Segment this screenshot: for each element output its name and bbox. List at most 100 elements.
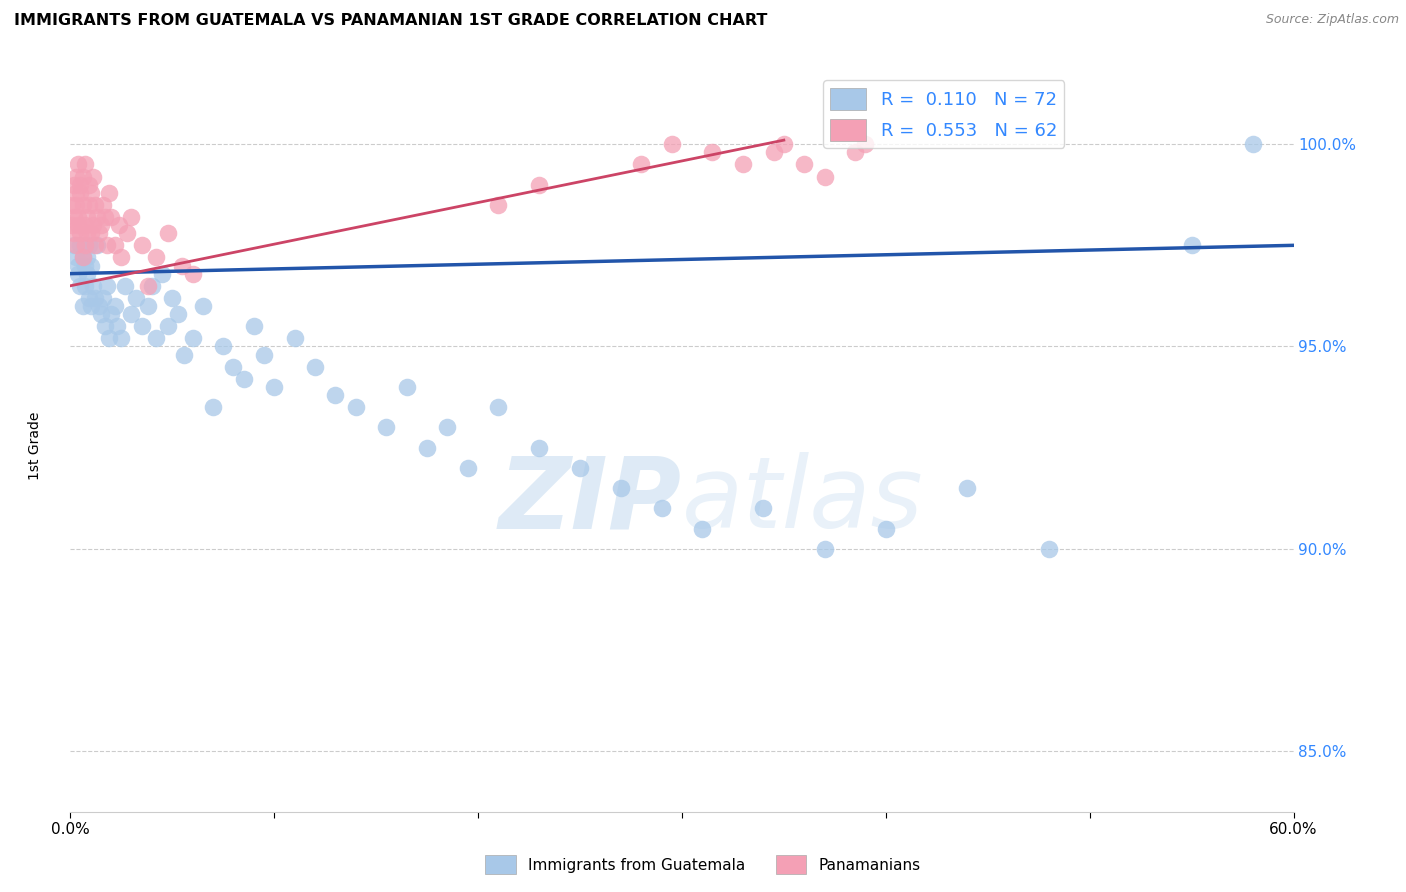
Point (65, 238, 87, 252)
Point (77, 178, 100, 192)
Point (77, 198, 100, 212)
Point (395, 380, 418, 394)
Point (100, 307, 122, 321)
Point (222, 359, 245, 374)
Point (76, 226, 98, 240)
Point (630, 157, 652, 171)
Point (96, 238, 118, 252)
Point (69, 178, 91, 192)
Point (117, 226, 139, 240)
Point (63, 238, 86, 252)
Point (323, 388, 347, 402)
Point (63, 178, 86, 192)
Point (108, 218, 131, 232)
Point (73, 218, 96, 232)
Point (131, 319, 153, 334)
Point (100, 210, 122, 224)
Point (77, 291, 100, 305)
Point (136, 299, 159, 313)
Point (73, 157, 96, 171)
Point (752, 501, 775, 516)
Text: IMMIGRANTS FROM GUATEMALA VS PANAMANIAN 1ST GRADE CORRELATION CHART: IMMIGRANTS FROM GUATEMALA VS PANAMANIAN … (14, 13, 768, 29)
Point (813, 541, 835, 556)
Point (762, 145, 785, 160)
Point (141, 278, 163, 293)
Point (150, 267, 173, 281)
Point (875, 522, 897, 536)
Point (855, 137, 877, 152)
Point (568, 460, 592, 475)
Point (73, 278, 96, 293)
Point (98, 186, 121, 200)
Point (73, 238, 96, 252)
Point (77, 238, 100, 252)
Point (79, 299, 103, 313)
Point (72, 198, 94, 212)
Point (82, 169, 104, 184)
Point (65, 186, 87, 200)
Point (76, 267, 98, 281)
Point (65, 169, 87, 184)
Point (162, 291, 183, 305)
Point (243, 319, 266, 334)
Point (304, 359, 326, 374)
Point (733, 157, 755, 171)
Point (610, 481, 633, 495)
Point (67, 218, 90, 232)
Point (94, 319, 117, 334)
Point (650, 501, 672, 516)
Point (79, 259, 103, 273)
Point (65, 251, 87, 265)
Point (488, 400, 510, 414)
Point (72, 251, 94, 265)
Point (67, 267, 90, 281)
Point (67, 210, 90, 224)
Point (145, 251, 167, 265)
Point (157, 319, 180, 334)
Point (73, 259, 96, 273)
Point (232, 372, 254, 386)
Point (110, 331, 132, 345)
Point (69, 226, 91, 240)
Point (529, 441, 551, 455)
Point (63, 226, 86, 240)
Point (96, 278, 118, 293)
Point (375, 420, 398, 434)
Point (98, 331, 121, 345)
Point (86, 238, 108, 252)
Legend: Immigrants from Guatemala, Panamanians: Immigrants from Guatemala, Panamanians (479, 849, 927, 880)
Point (661, 137, 683, 152)
Point (79, 226, 103, 240)
Point (90, 307, 112, 321)
Point (83, 238, 105, 252)
Point (121, 307, 143, 321)
Point (60, 198, 83, 212)
Point (104, 299, 127, 313)
Point (1241, 137, 1264, 152)
Point (344, 400, 367, 414)
Point (72, 169, 94, 184)
Point (91, 198, 114, 212)
Point (82, 218, 104, 232)
Point (72, 299, 94, 313)
Point (105, 319, 128, 334)
Point (145, 331, 167, 345)
Point (76, 210, 98, 224)
Text: 1st Grade: 1st Grade (28, 412, 42, 480)
Point (173, 347, 195, 361)
Point (104, 238, 127, 252)
Text: Source: ZipAtlas.com: Source: ZipAtlas.com (1265, 13, 1399, 27)
Point (263, 380, 285, 394)
Point (529, 178, 551, 192)
Point (121, 210, 143, 224)
Point (72, 251, 94, 265)
Point (457, 460, 479, 475)
Point (124, 291, 146, 305)
Point (157, 226, 180, 240)
Point (253, 347, 276, 361)
Point (65, 198, 87, 212)
Point (690, 522, 713, 536)
Point (67, 157, 90, 171)
Point (86, 210, 108, 224)
Point (793, 157, 815, 171)
